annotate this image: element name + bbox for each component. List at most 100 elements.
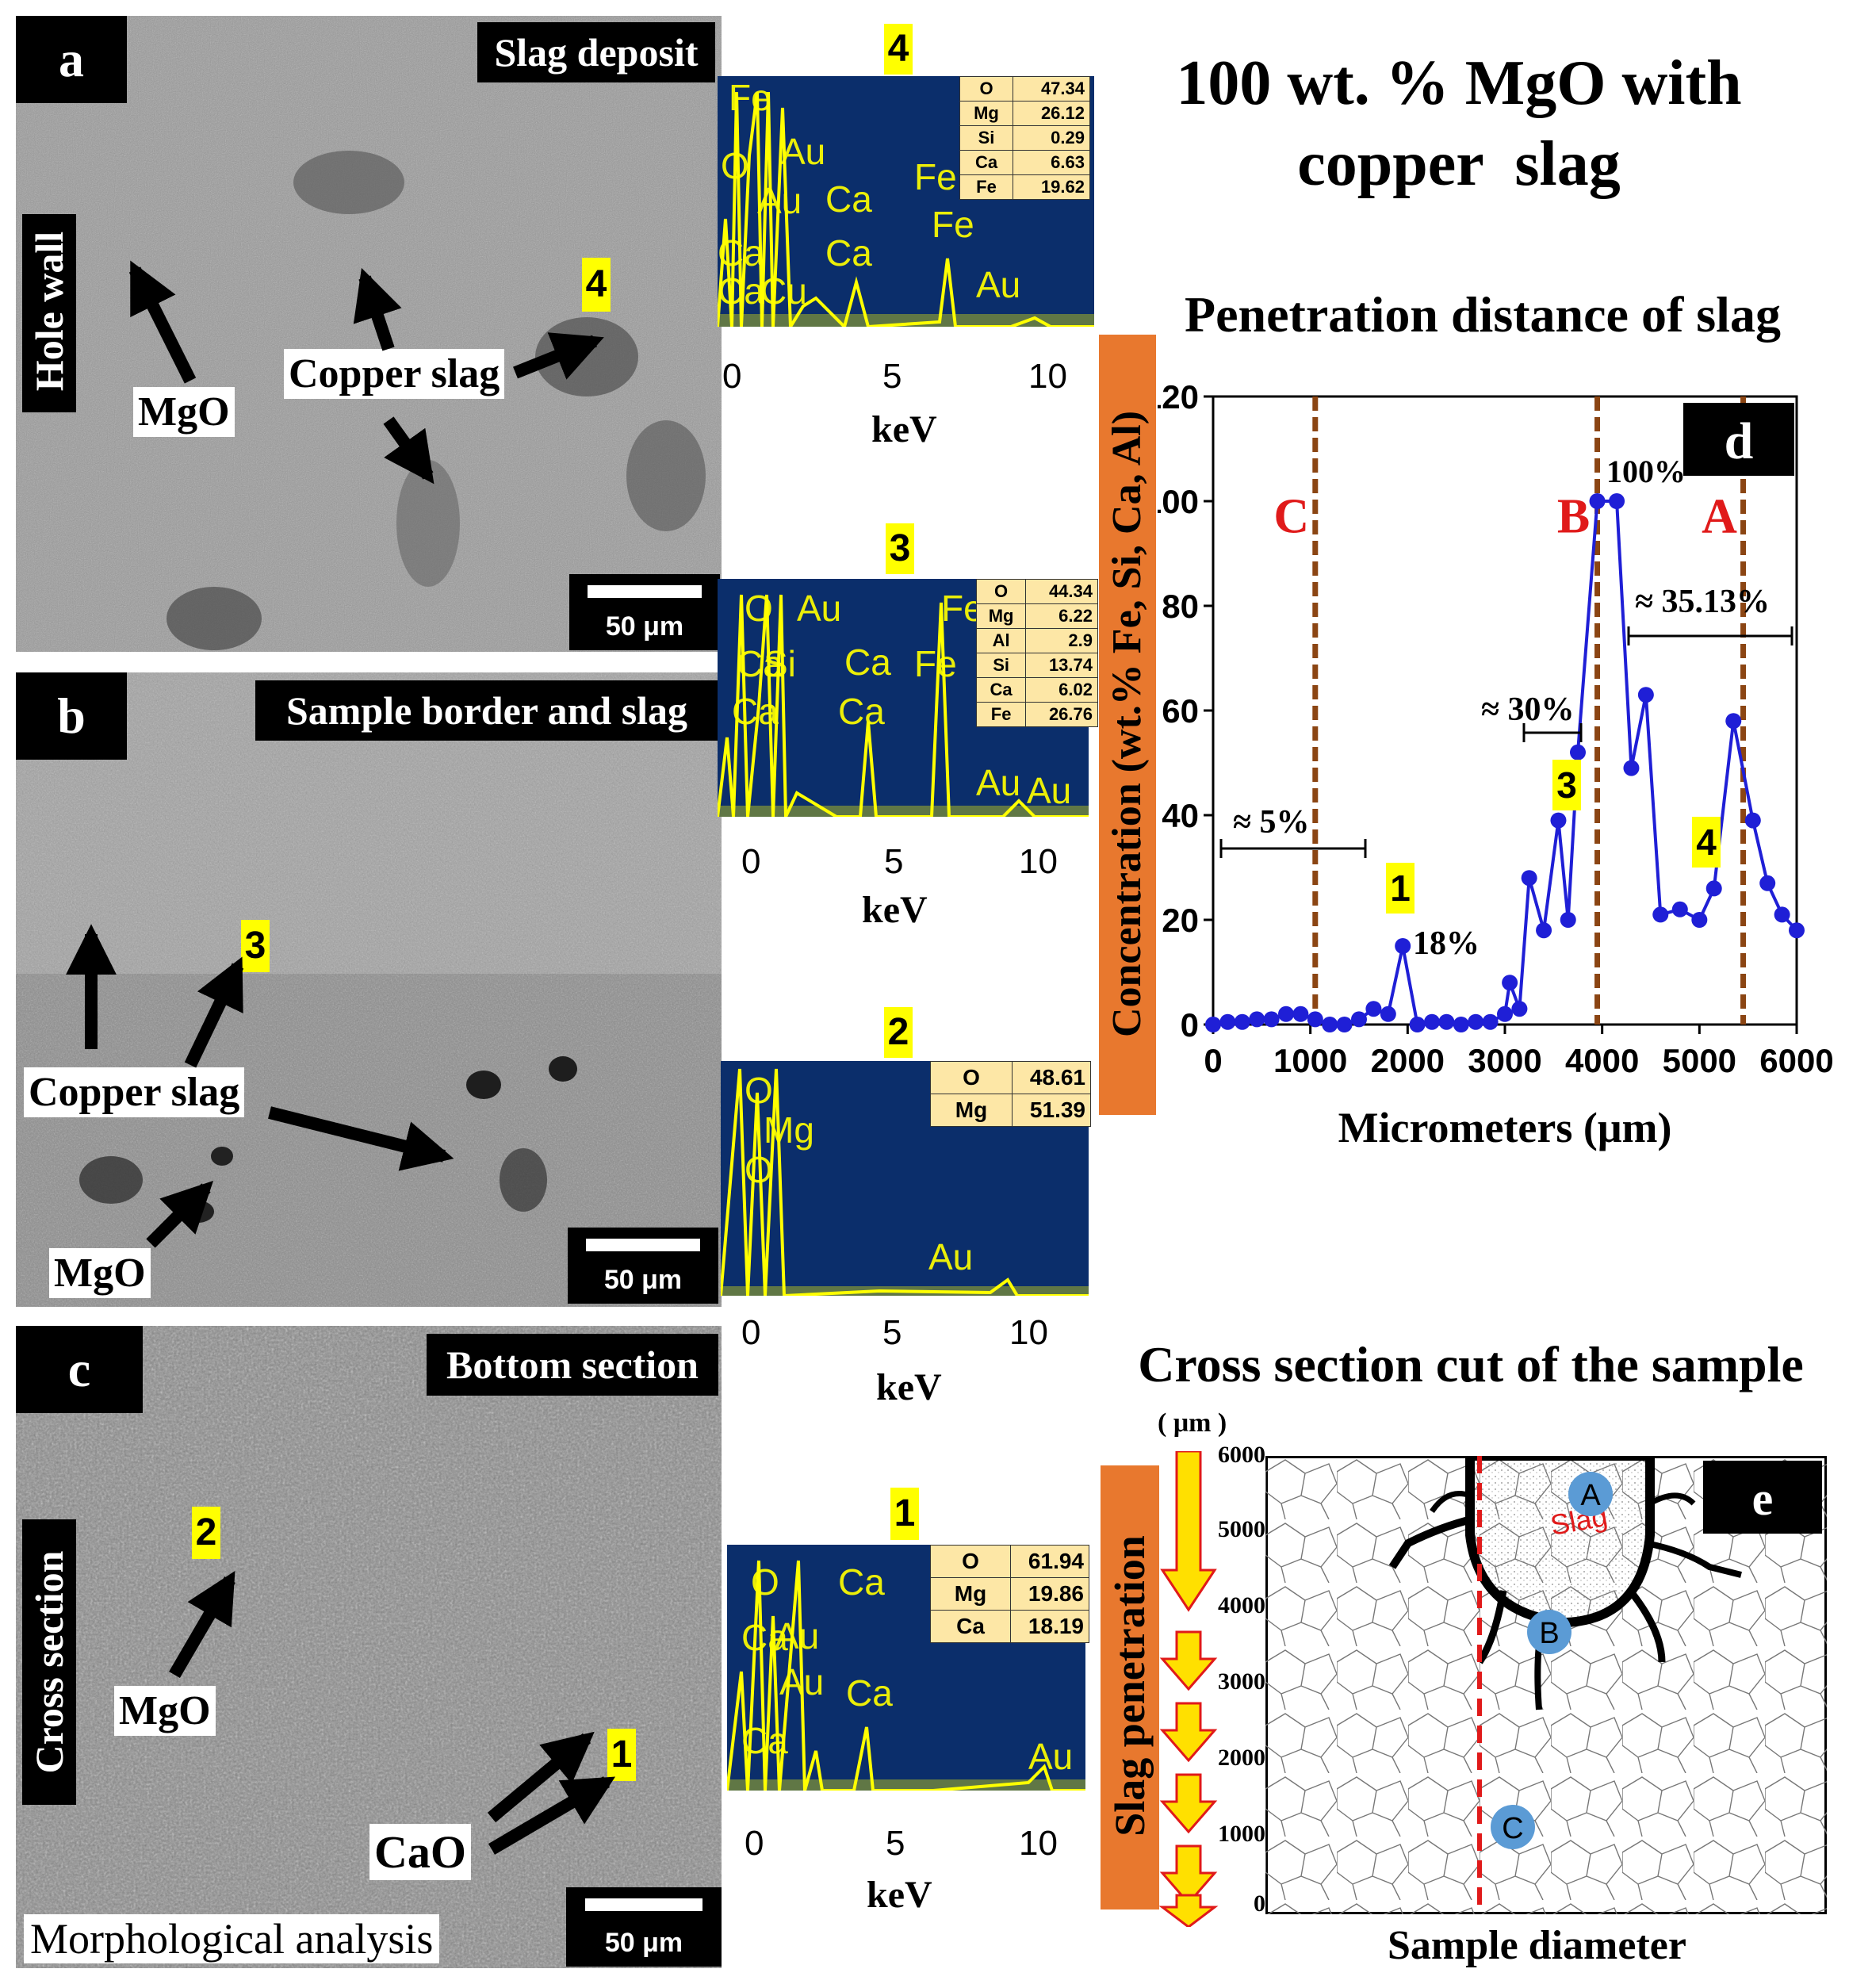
eds-1-id: 1 xyxy=(890,1488,919,1540)
panel-c-letter: c xyxy=(16,1326,143,1413)
panel-c-mgo-label: MgO xyxy=(114,1686,216,1736)
eds-4-peak-o: O xyxy=(721,145,749,186)
data-point xyxy=(1307,1011,1323,1028)
y-tick-label: 80 xyxy=(1162,588,1199,625)
eds-1-peak-ca-4: Ca xyxy=(741,1720,788,1761)
eds-4-peak-au-2: Au xyxy=(757,180,802,221)
eds-3-peak-ca-1: Ca xyxy=(737,643,783,684)
arrow-slag-a-2 xyxy=(513,332,604,380)
eds-3-peak-au-2: Au xyxy=(976,762,1021,803)
data-point xyxy=(1234,1013,1250,1030)
eds-4-row: Ca 6.63 xyxy=(959,150,1090,175)
cross-section-xlabel: Sample diameter xyxy=(1388,1923,1686,1968)
data-point xyxy=(1789,922,1805,939)
eds-4-peak-au-3: Au xyxy=(976,264,1021,305)
annotation-18pct: 18% xyxy=(1413,925,1480,962)
eds-3-peak-o: O xyxy=(745,588,773,629)
y-tick-label: 0 xyxy=(1181,1006,1199,1044)
data-point xyxy=(1351,1011,1367,1028)
x-tick-label: 1000 xyxy=(1273,1042,1347,1079)
arrow-slag-a-3 xyxy=(383,416,434,485)
svg-text:0: 0 xyxy=(1254,1890,1265,1917)
eds-3-row: O 44.34 xyxy=(975,579,1098,604)
data-point xyxy=(1570,744,1586,760)
panel-a-scale-label: 50 μm xyxy=(605,611,684,642)
y-tick-label: 40 xyxy=(1162,797,1199,834)
eds-4-peak-fe-2: Fe xyxy=(914,156,957,197)
eds-2-xtick: 0 xyxy=(741,1313,761,1352)
data-point xyxy=(1759,875,1776,891)
crack xyxy=(1627,1588,1666,1663)
panel-a-mgo-label: MgO xyxy=(133,387,235,437)
svg-text:1000: 1000 xyxy=(1218,1821,1265,1847)
panel-a-side-label-box xyxy=(22,214,76,412)
data-point xyxy=(1705,880,1722,897)
data-point xyxy=(1774,906,1790,923)
penetration-chart: 0 1000 2000 3000 4000 5000 6000 0 20 40 60 80 100 120… xyxy=(1158,378,1834,1151)
eds-3-peak-au: Au xyxy=(797,588,842,629)
slag-penetration-box xyxy=(1101,1465,1159,1909)
data-point xyxy=(1395,938,1411,954)
slag-penetration-label: Slag penetration xyxy=(1106,1535,1154,1837)
svg-text:6000: 6000 xyxy=(1218,1443,1265,1468)
data-point xyxy=(1560,912,1576,928)
arrow-cao-c-2 xyxy=(488,1776,616,1855)
svg-text:3000: 3000 xyxy=(1218,1668,1265,1695)
eds-1-row: Ca 18.19 xyxy=(930,1610,1089,1643)
eds-3-row: Ca 6.02 xyxy=(975,677,1098,703)
x-tick-label: 3000 xyxy=(1468,1042,1541,1079)
eds-3-xlabel: keV xyxy=(862,889,928,931)
eds-1-peak-ca-3: Ca xyxy=(846,1672,893,1714)
data-point xyxy=(1725,713,1742,730)
data-point xyxy=(1536,922,1552,939)
y-axis-label-box xyxy=(1099,335,1156,1115)
data-point xyxy=(1652,906,1669,923)
arrow-down-icon xyxy=(1159,1894,1219,1927)
data-point xyxy=(1380,1005,1396,1022)
eds-3-xtick: 0 xyxy=(741,842,761,881)
data-point xyxy=(1511,1001,1528,1017)
data-point xyxy=(1691,912,1708,928)
eds-3-row: Si 13.74 xyxy=(975,653,1098,678)
eds-1-xlabel: keV xyxy=(867,1874,932,1916)
eds-1-row: O 61.94 xyxy=(930,1545,1089,1578)
eds-4-row: Fe 19.62 xyxy=(959,174,1090,200)
crack xyxy=(1645,1540,1742,1578)
eds-4-peak-cu: Cu xyxy=(760,270,807,312)
eds-3-id: 3 xyxy=(886,523,914,574)
data-point xyxy=(1438,1013,1455,1030)
eds-4-peak-ca-2: Ca xyxy=(718,232,764,274)
data-point xyxy=(1453,1017,1469,1032)
sem-texture-b xyxy=(16,672,722,1307)
data-point xyxy=(1365,1001,1382,1017)
svg-text:2000: 2000 xyxy=(1218,1745,1265,1771)
cross-section-diagram: e Slag A B C xyxy=(1265,1456,1827,1914)
svg-text:4000: 4000 xyxy=(1218,1592,1265,1618)
eds-2-peak-o-1: O xyxy=(745,1070,773,1111)
arrow-down-icon xyxy=(1159,1844,1218,1906)
panel-c-scale-bar: 50 μm xyxy=(566,1887,722,1967)
data-point xyxy=(1249,1011,1265,1028)
eds-1-peak-o: O xyxy=(751,1561,779,1603)
eds-2-peak-au: Au xyxy=(928,1236,974,1277)
eds-2-row: O 48.61 xyxy=(930,1061,1091,1094)
y-tick-label: 100 xyxy=(1158,483,1199,520)
annotation-30pct: ≈ 30% xyxy=(1481,691,1575,728)
eds-4-id: 4 xyxy=(884,24,913,75)
y-tick-label: 60 xyxy=(1162,692,1199,730)
arrow-mgo-c xyxy=(169,1570,235,1679)
arrow-down-icon xyxy=(1159,1630,1218,1691)
eds-2-row: Mg 51.39 xyxy=(930,1094,1091,1127)
eds-4-peak-au-1: Au xyxy=(781,131,826,172)
cross-section-ticks: 6000 5000 4000 3000 2000 1000 0 xyxy=(1218,1443,1265,1917)
eds-spectrum-1: 1 O Ca Ca Au Au Ca Ca Au O 61.94 Mg 19.86 … xyxy=(727,1488,1100,1940)
eds-1-spectrum-peaks xyxy=(727,1560,1085,1791)
arrow-slag-a-1 xyxy=(353,267,402,351)
chart-title: Penetration distance of slag xyxy=(1185,286,1781,343)
arrow-slag-b-3 xyxy=(268,1106,454,1171)
arrow-down-icon xyxy=(1159,1773,1218,1834)
panel-a-marker-4: 4 xyxy=(582,258,611,312)
arrow-slag-b-2 xyxy=(184,956,244,1068)
cross-section-unit: ( μm ) xyxy=(1158,1408,1227,1438)
svg-text:5000: 5000 xyxy=(1218,1516,1265,1542)
